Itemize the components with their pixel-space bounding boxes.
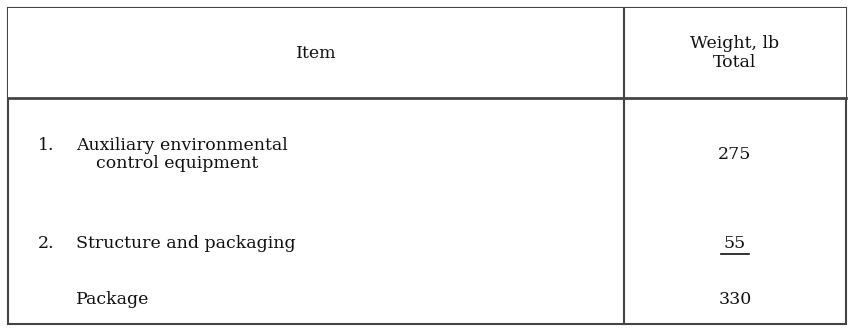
Text: 1.: 1.: [38, 137, 55, 154]
Text: Item: Item: [295, 44, 336, 61]
Text: 2.: 2.: [38, 235, 55, 252]
Text: 275: 275: [717, 146, 751, 163]
Text: 55: 55: [723, 235, 746, 252]
Text: 330: 330: [717, 291, 751, 308]
Text: control equipment: control equipment: [96, 155, 258, 172]
Bar: [8, 8, 845, 98]
Text: Auxiliary environmental: Auxiliary environmental: [76, 137, 287, 154]
Text: Structure and packaging: Structure and packaging: [76, 235, 295, 252]
Text: Weight, lb
Total: Weight, lb Total: [689, 35, 779, 71]
Text: Package: Package: [76, 291, 149, 308]
